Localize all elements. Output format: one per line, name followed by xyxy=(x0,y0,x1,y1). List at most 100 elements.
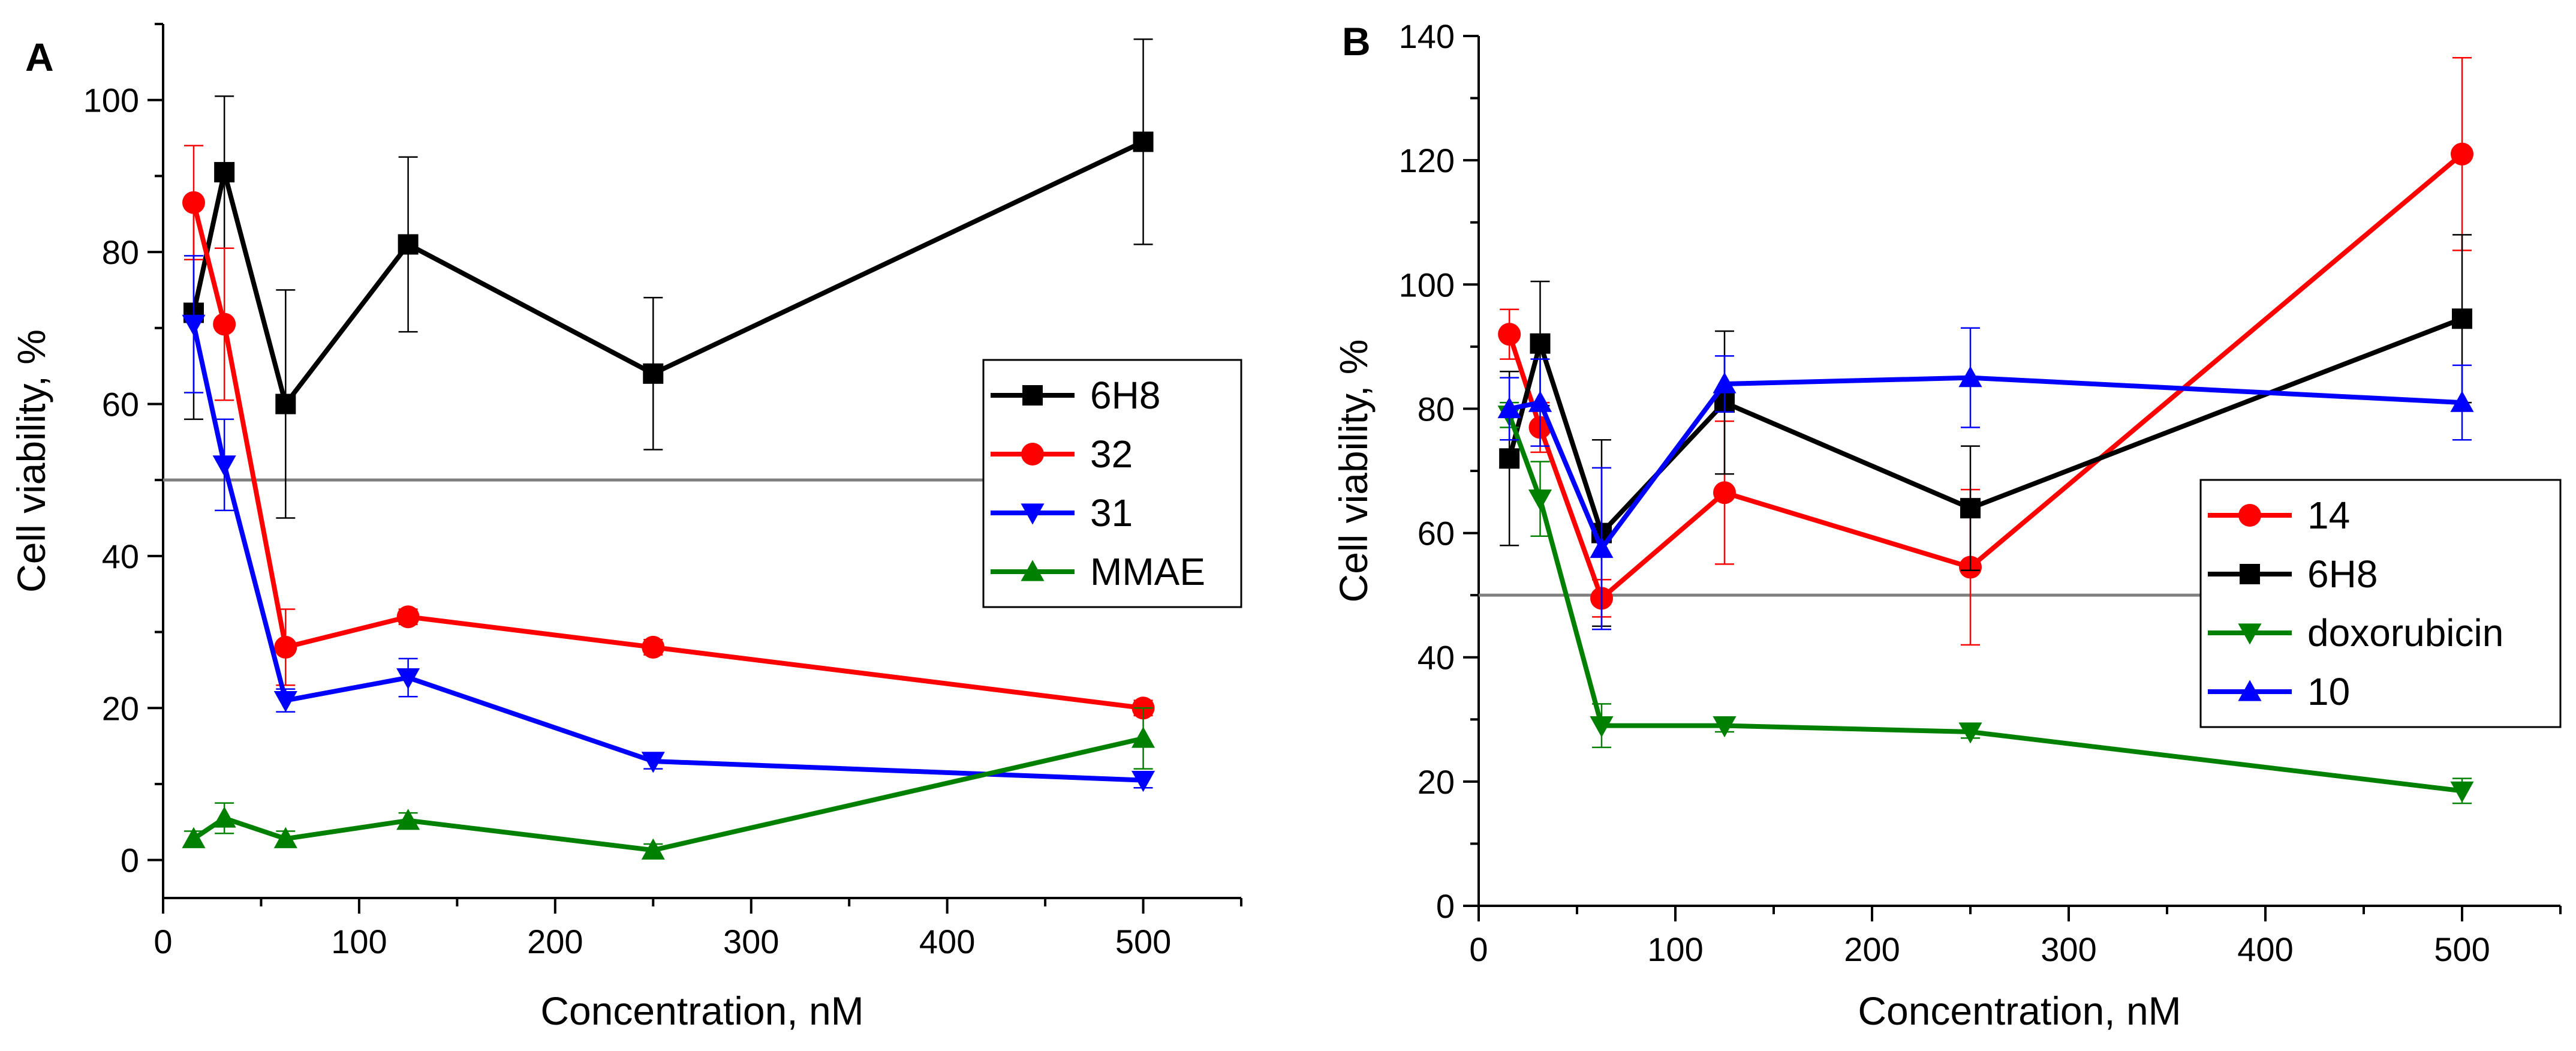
panel-a-series-mmae xyxy=(182,707,1155,860)
data-point xyxy=(1713,372,1737,394)
data-point xyxy=(212,806,236,828)
data-point xyxy=(213,313,236,336)
panel-a-x-axis-title: Concentration, nM xyxy=(540,989,863,1033)
data-point xyxy=(182,827,206,848)
data-point xyxy=(275,394,296,415)
data-point xyxy=(273,690,297,713)
legend-entry: MMAE xyxy=(1090,550,1205,593)
series-line xyxy=(191,323,1143,783)
panel-b-y-tick-label: 140 xyxy=(1399,17,1455,55)
panel-b-x-tick-label: 200 xyxy=(1844,930,1900,968)
panel-b-legend: 14 6H8 doxorubicin 10 xyxy=(2199,479,2562,728)
data-point xyxy=(641,752,665,773)
legend-marker xyxy=(2238,680,2262,701)
data-point xyxy=(398,234,419,255)
legend-marker xyxy=(1021,560,1045,581)
panel-b-x-tick-label: 500 xyxy=(2434,930,2490,968)
panel-a-series-32 xyxy=(182,145,1155,720)
legend-box xyxy=(2199,479,2562,728)
data-point xyxy=(1713,716,1737,738)
panel-b-x-tick-label: 100 xyxy=(1647,930,1703,968)
data-point xyxy=(1498,323,1521,346)
panel-a-legend: 6H8 32 31 MMAE xyxy=(982,359,1242,608)
legend-entry: 6H8 xyxy=(1090,374,1160,417)
series-line xyxy=(192,736,1144,853)
data-point xyxy=(396,668,420,690)
panel-b-x-axis-title: Concentration, nM xyxy=(1858,989,2181,1033)
panel-b-series-10 xyxy=(1497,327,2474,630)
panel-a-y-tick-label: 0 xyxy=(121,842,139,879)
data-point xyxy=(396,809,420,830)
panel-b-y-tick-label: 100 xyxy=(1399,266,1455,304)
data-point xyxy=(2451,142,2473,166)
panel-a-x-tick-label: 100 xyxy=(331,923,387,960)
panel-b: B 0 100 200 300 400 500 0 20 40 60 80 100 120 140 Conce… xyxy=(1331,17,2562,1033)
legend-entry: 6H8 xyxy=(2307,552,2378,596)
data-point xyxy=(1499,448,1520,469)
panel-a-x-tick-label: 500 xyxy=(1115,923,1171,960)
data-point xyxy=(2452,308,2472,329)
panel-b-y-tick-label: 20 xyxy=(1418,763,1455,801)
panel-b-y-tick-label: 40 xyxy=(1418,639,1455,677)
panel-b-y-tick-label: 120 xyxy=(1399,142,1455,179)
panel-b-y-tick-label: 0 xyxy=(1436,887,1455,925)
legend-entry: doxorubicin xyxy=(2307,611,2503,654)
panel-a-x-tick-label: 400 xyxy=(919,923,975,960)
legend-entry: 31 xyxy=(1090,491,1133,534)
data-point xyxy=(642,635,665,659)
data-point xyxy=(274,635,297,659)
series-line xyxy=(191,139,1145,407)
data-point xyxy=(214,162,235,183)
data-point xyxy=(182,314,206,336)
legend-marker xyxy=(1021,503,1045,525)
legend-marker xyxy=(2238,623,2262,645)
data-point xyxy=(1528,391,1552,412)
data-point xyxy=(182,191,205,214)
data-point xyxy=(1958,722,1982,744)
panel-a-y-tick-label: 100 xyxy=(83,82,139,119)
data-point xyxy=(1131,726,1155,748)
data-point xyxy=(273,827,297,848)
panel-a-x-tick-label: 300 xyxy=(723,923,779,960)
data-point xyxy=(1530,333,1551,354)
data-point xyxy=(641,838,665,860)
data-point xyxy=(396,605,420,629)
data-point xyxy=(1528,489,1552,511)
data-point xyxy=(1713,481,1736,505)
panel-a-y-tick-label: 60 xyxy=(102,385,139,423)
panel-b-letter: B xyxy=(1342,19,1371,64)
data-point xyxy=(1497,397,1521,419)
panel-b-y-tick-label: 80 xyxy=(1418,390,1455,428)
panel-a-letter: A xyxy=(25,35,54,79)
panel-b-y-axis-title: Cell viability, % xyxy=(1331,340,1376,603)
data-point xyxy=(212,455,236,477)
legend-marker xyxy=(2240,564,2260,584)
data-point xyxy=(2450,391,2474,412)
series-line xyxy=(191,202,1144,711)
panel-a-y-axis-title: Cell viability, % xyxy=(9,329,53,593)
data-point xyxy=(1131,770,1155,792)
legend-marker xyxy=(1021,443,1044,466)
legend-entry: 32 xyxy=(1090,433,1133,476)
panel-a-y-tick-label: 20 xyxy=(102,689,139,727)
panel-b-x-tick-label: 400 xyxy=(2237,930,2293,968)
panel-a-y-tick-label: 40 xyxy=(102,537,139,575)
panel-a-x-tick-label: 0 xyxy=(154,923,172,960)
panel-b-x-tick-label: 300 xyxy=(2041,930,2096,968)
panel-a: A 0 100 200 300 400 500 0 20 40 60 80 100 Concentrati… xyxy=(9,23,1242,1033)
data-point xyxy=(1590,536,1614,558)
legend-entry: 10 xyxy=(2307,670,2350,713)
panel-b-y-tick-label: 60 xyxy=(1418,515,1455,552)
data-point xyxy=(1958,366,1982,388)
data-point xyxy=(643,363,664,384)
series-line xyxy=(1507,414,2463,794)
panel-a-x-tick-label: 200 xyxy=(527,923,583,960)
data-point xyxy=(1590,716,1614,738)
data-point xyxy=(1960,498,1981,519)
panel-b-x-tick-label: 0 xyxy=(1469,930,1488,968)
legend-marker xyxy=(2238,504,2261,527)
panel-a-y-tick-label: 80 xyxy=(102,233,139,271)
panel-a-series-31 xyxy=(182,255,1155,792)
legend-marker xyxy=(1022,385,1043,406)
data-point xyxy=(2450,781,2474,803)
